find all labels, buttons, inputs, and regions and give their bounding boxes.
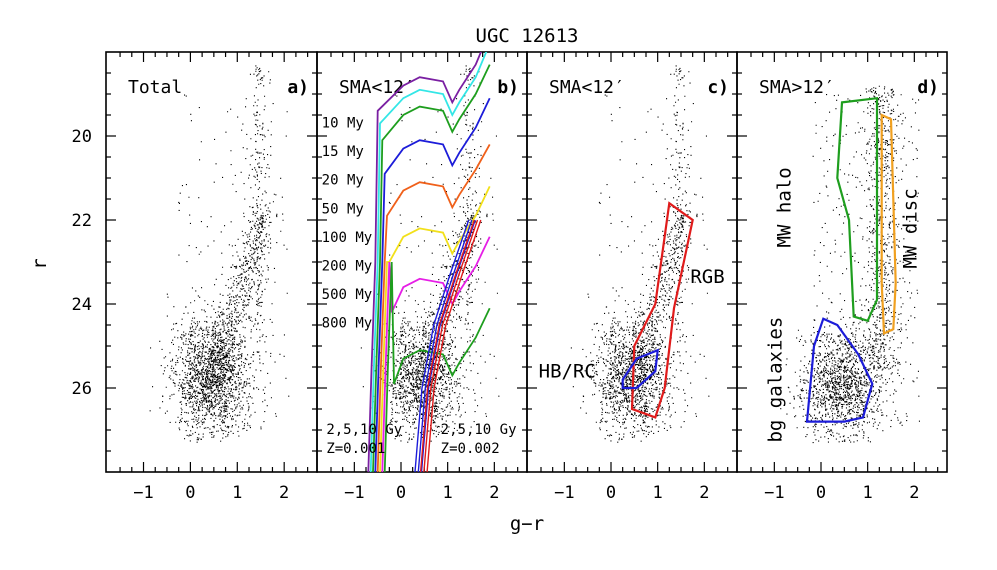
isochrone-age-label: 500 My <box>322 287 373 303</box>
region-label-mw-disc: MW disc <box>900 188 922 268</box>
panel-a: −1 0 1 2 20 22 24 26 Total a) <box>72 51 318 503</box>
old-isochrone-label: 2,5,10 Gy <box>326 422 402 438</box>
x-tick-label: 1 <box>653 483 663 503</box>
old-isochrone-metallicity: Z=0.001 <box>326 441 385 457</box>
x-tick-label: 1 <box>232 483 242 503</box>
rgb-region <box>630 201 694 419</box>
hbrc-region <box>621 348 660 390</box>
old-isochrone-line <box>417 219 473 472</box>
x-tick-label: −1 <box>764 483 784 503</box>
x-tick-label: 0 <box>396 483 406 503</box>
panel-b: −1 0 1 2 SMA<12′ b) 10 My 15 My 20 My 50 My 100 My… <box>316 51 528 503</box>
panel-tag: a) <box>287 77 309 98</box>
region-label-rgb: RGB <box>690 266 724 288</box>
isochrone-age-label: 15 My <box>322 144 364 160</box>
region-label-bg-galaxies: bg galaxies <box>764 317 786 443</box>
old-isochrone-label: 2,5,10 Gy <box>441 422 517 438</box>
old-isochrone-line <box>426 219 482 472</box>
x-tick-label: 2 <box>699 483 709 503</box>
old-isochrone-line <box>423 219 479 472</box>
x-tick-label: 1 <box>443 483 453 503</box>
y-tick-label: 22 <box>72 211 92 231</box>
x-tick-label: 1 <box>863 483 873 503</box>
chart-title: UGC 12613 <box>476 25 579 47</box>
isochrone-line <box>374 97 491 472</box>
x-tick-label: −1 <box>133 483 153 503</box>
x-tick-label: 0 <box>185 483 195 503</box>
panel-frame <box>105 51 318 473</box>
mw-disc-region <box>880 113 897 336</box>
old-isochrone-line <box>419 219 475 472</box>
panel-c: −1 0 1 2 SMA<12′ c) RGB HB/RC <box>526 51 738 503</box>
isochrone-line <box>372 64 491 472</box>
isochrone-age-label: 50 My <box>322 201 364 217</box>
panel-tag: c) <box>707 77 729 98</box>
x-tick-label: −1 <box>344 483 364 503</box>
panel-name: SMA>12′ <box>759 77 835 98</box>
isochrone-line <box>383 261 491 472</box>
isochrone-age-label: 20 My <box>322 173 364 189</box>
panel-name: SMA<12′ <box>339 77 415 98</box>
y-tick-label: 26 <box>72 379 92 399</box>
x-tick-label: 0 <box>816 483 826 503</box>
x-axis-label: g−r <box>510 513 544 535</box>
panel-name: Total <box>128 77 182 98</box>
x-tick-label: −1 <box>554 483 574 503</box>
bg-galaxies-region <box>805 317 874 423</box>
isochrone-age-label: 800 My <box>322 316 373 332</box>
isochrone-age-label: 10 My <box>322 116 364 132</box>
old-isochrone-line <box>414 219 470 472</box>
x-tick-label: 2 <box>489 483 499 503</box>
panel-d: −1 0 1 2 SMA>12′ d) MW halo MW disc bg galaxies <box>736 51 948 503</box>
region-label-mw-halo: MW halo <box>774 167 796 247</box>
isochrone-age-label: 100 My <box>322 230 373 246</box>
panel-tag: d) <box>917 77 939 98</box>
panel-name: SMA<12′ <box>549 77 625 98</box>
y-tick-label: 20 <box>72 127 92 147</box>
y-tick-label: 24 <box>72 295 92 315</box>
y-axis-label: r <box>29 258 51 269</box>
isochrone-age-label: 200 My <box>322 258 373 274</box>
x-tick-label: 2 <box>279 483 289 503</box>
panel-tag: b) <box>497 77 519 98</box>
isochrone-line <box>381 236 491 472</box>
scatter-points-a <box>149 65 290 443</box>
isochrones <box>367 52 491 472</box>
isochrone-line <box>376 143 491 472</box>
x-tick-label: 0 <box>606 483 616 503</box>
mw-halo-region <box>836 96 879 323</box>
region-label-hbrc: HB/RC <box>539 361 596 383</box>
x-tick-label: 2 <box>909 483 919 503</box>
isochrone-line <box>367 52 482 472</box>
old-isochrone-line <box>420 219 476 472</box>
isochrone-line <box>369 52 488 472</box>
star-points <box>149 65 290 443</box>
old-isochrone-metallicity: Z=0.002 <box>441 441 500 457</box>
